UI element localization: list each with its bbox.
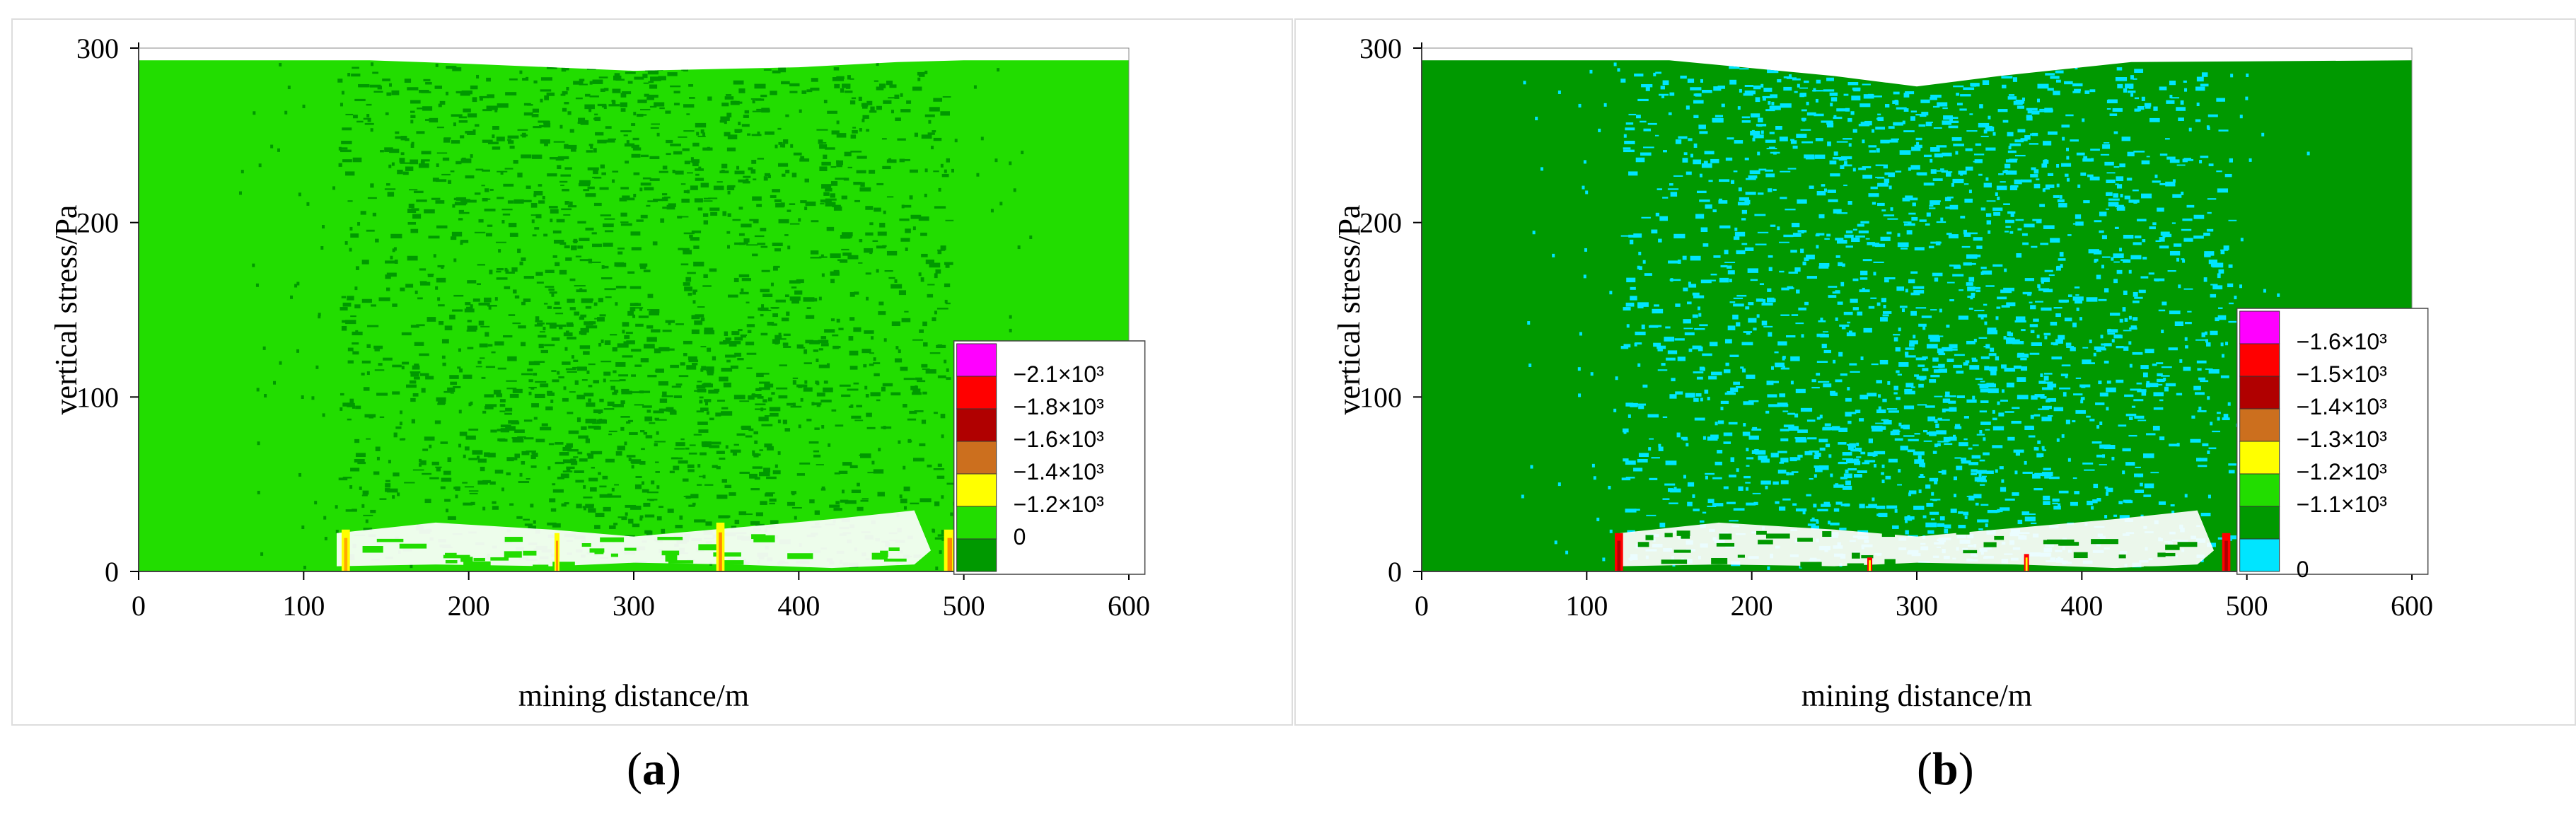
x-tick-label-6: 600 (2391, 590, 2433, 622)
legend-label-1: −1.5×10³ (2297, 361, 2387, 387)
legend-label-5: 0 (1014, 524, 1026, 550)
x-tick-label-1: 100 (1565, 590, 1608, 622)
pillar-core-3 (947, 538, 953, 571)
legend-swatch-4 (956, 473, 997, 507)
pillar-core-2 (719, 532, 722, 571)
legend-label-7: 0 (2297, 557, 2309, 582)
x-tick-label-2: 200 (1731, 590, 1773, 622)
legend-swatch-7 (2239, 538, 2280, 572)
pillar-core-1 (556, 540, 558, 571)
legend-swatch-0 (2239, 310, 2280, 344)
chart-panel-b: 0 100 200 300 400 500 600 0 100 200 300 mining dist… (1294, 18, 2576, 726)
legend-label-4: −1.2×10³ (1014, 492, 1104, 517)
model-region (139, 60, 1129, 572)
y-tick-label-0: 0 (105, 556, 119, 588)
x-tick-label-3: 300 (1896, 590, 1938, 622)
legend: −2.1×10³ −1.8×10³ −1.6×10³ −1.4×10³ −1.2×10³… (953, 340, 1146, 575)
legend-label-3: −1.3×10³ (2297, 426, 2387, 452)
x-tick-label-0: 0 (1415, 590, 1429, 622)
x-tick-label-5: 500 (2226, 590, 2268, 622)
x-tick-label-6: 600 (1108, 590, 1150, 622)
chart-panel-a: 0 100 200 300 400 500 600 0 100 200 300 mining dist… (11, 18, 1293, 726)
legend-swatch-5 (2239, 473, 2280, 507)
legend-label-0: −1.6×10³ (2297, 329, 2387, 354)
heatmap-chart-b: 0 100 200 300 400 500 600 0 100 200 300 mining dist… (1332, 33, 2433, 713)
goaf-region (337, 510, 931, 572)
goaf-region (1620, 510, 2214, 572)
legend-swatch-3 (2239, 408, 2280, 442)
pillar-core-0 (1617, 540, 1621, 571)
x-tick-label-5: 500 (943, 590, 985, 622)
pillar-core-0 (344, 538, 348, 571)
pillar-core-1 (1869, 560, 1871, 571)
legend-swatch-5 (956, 506, 997, 540)
heatmap-chart-a: 0 100 200 300 400 500 600 0 100 200 300 mining dist… (49, 33, 1150, 713)
legend-label-2: −1.6×10³ (1014, 426, 1104, 452)
y-tick-label-2: 200 (76, 207, 119, 239)
legend-swatch-1 (2239, 343, 2280, 377)
y-tick-label-0: 0 (1388, 556, 1402, 588)
x-tick-label-3: 300 (613, 590, 655, 622)
x-tick-label-2: 200 (448, 590, 490, 622)
y-tick-label-3: 300 (1359, 33, 1402, 64)
y-tick-label-3: 300 (76, 33, 119, 64)
pillar-core-3 (2224, 540, 2228, 571)
y-tick-label-1: 100 (76, 381, 119, 413)
legend-label-1: −1.8×10³ (1014, 394, 1104, 419)
legend-label-0: −2.1×10³ (1014, 361, 1104, 387)
x-tick-label-0: 0 (132, 590, 146, 622)
legend-swatch-6 (2239, 506, 2280, 540)
pillar-core-2 (2025, 557, 2028, 571)
legend-swatch-1 (956, 376, 997, 410)
legend-label-2: −1.4×10³ (2297, 394, 2387, 419)
caption-b: (b) (1917, 743, 1974, 795)
legend-swatch-2 (956, 408, 997, 442)
legend-swatch-6 (956, 538, 997, 572)
legend-swatch-0 (956, 343, 997, 377)
y-tick-label-1: 100 (1359, 381, 1402, 413)
caption-a: (a) (627, 743, 681, 795)
legend-swatch-2 (2239, 376, 2280, 410)
legend-label-3: −1.4×10³ (1014, 459, 1104, 484)
legend-swatch-3 (956, 441, 997, 475)
y-axis-label: vertical stress/Pa (1332, 205, 1367, 415)
x-axis-label: mining distance/m (1802, 678, 2032, 713)
y-tick-label-2: 200 (1359, 207, 1402, 239)
y-axis-label: vertical stress/Pa (49, 205, 83, 415)
fracture-pattern (238, 62, 1033, 571)
legend-swatch-4 (2239, 441, 2280, 475)
legend-label-5: −1.1×10³ (2297, 492, 2387, 517)
legend-label-4: −1.2×10³ (2297, 459, 2387, 484)
x-tick-label-4: 400 (2060, 590, 2103, 622)
x-tick-label-4: 400 (777, 590, 820, 622)
x-axis-label: mining distance/m (518, 678, 749, 713)
x-tick-label-1: 100 (282, 590, 325, 622)
legend: −1.6×10³ −1.5×10³ −1.4×10³ −1.3×10³ −1.2×10³… (2236, 308, 2429, 582)
